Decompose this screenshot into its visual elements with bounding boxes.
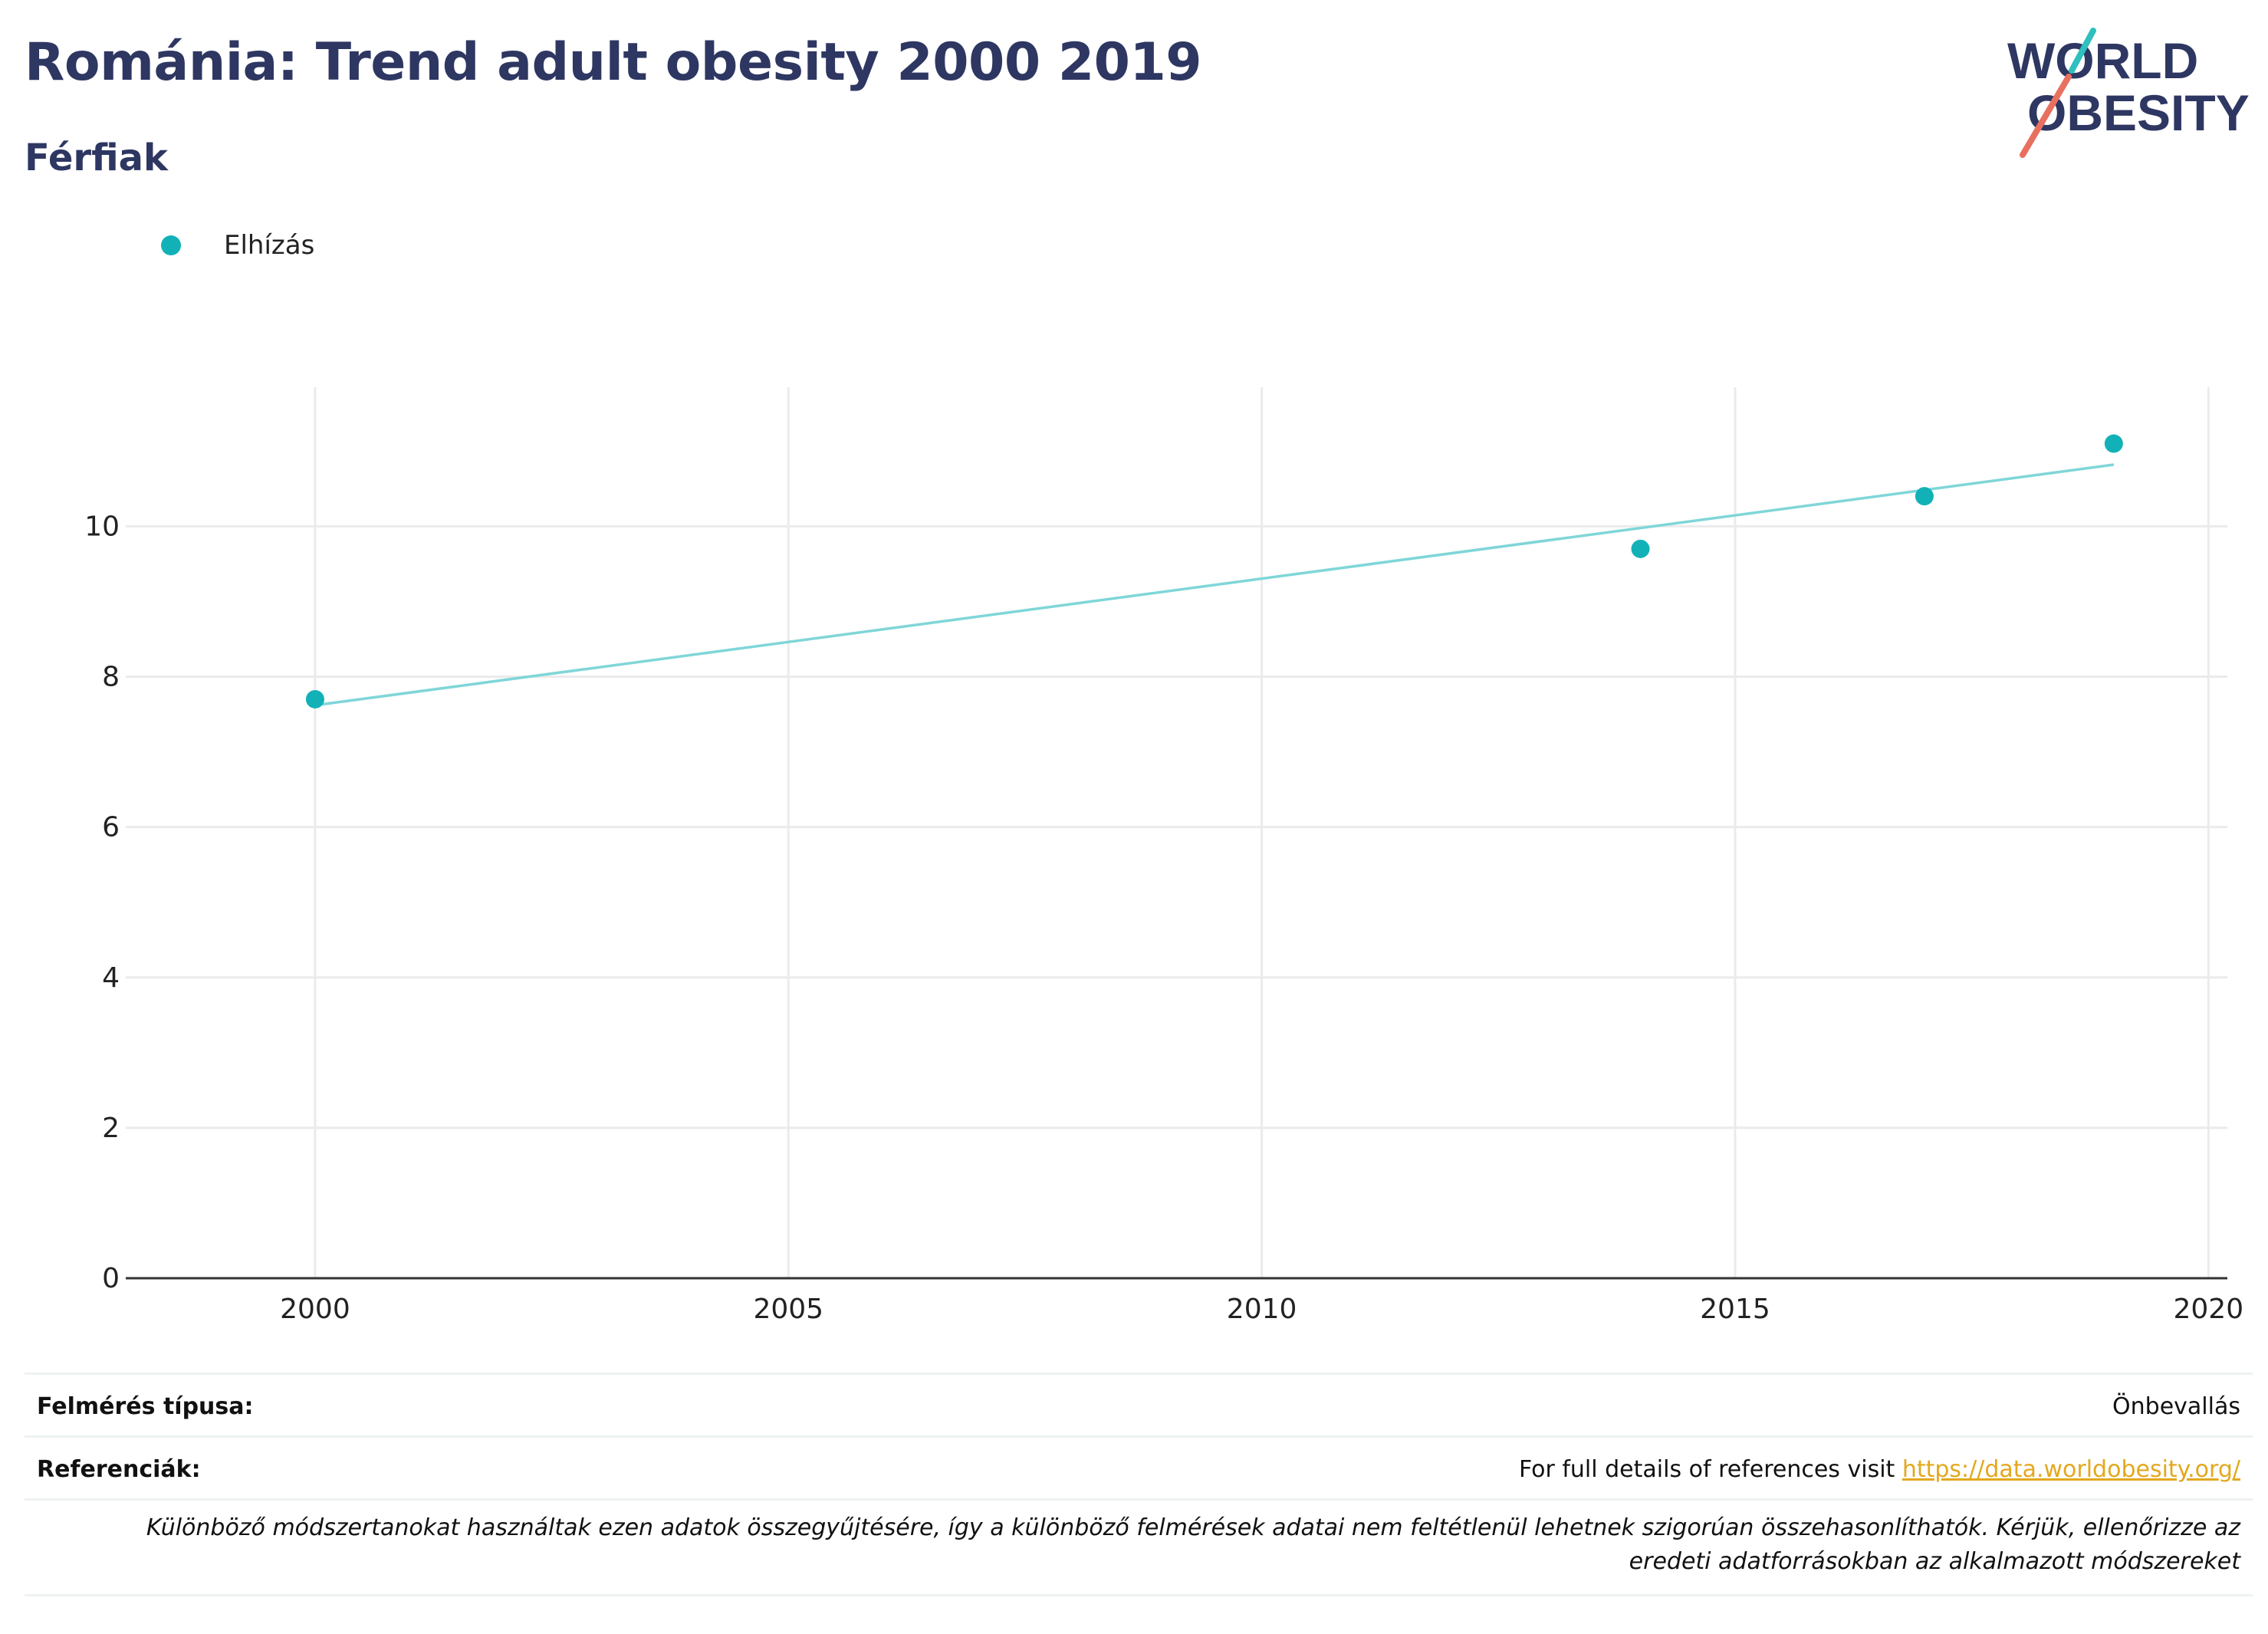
x-tick-label: 2020 — [2173, 1294, 2243, 1325]
methodology-note-row: Különböző módszertanokat használtak ezen… — [25, 1498, 2253, 1596]
page-subtitle: Férfiak — [25, 136, 168, 179]
x-tick-label: 2015 — [1700, 1294, 1770, 1325]
legend-marker — [161, 235, 181, 255]
x-tick-label: 2000 — [280, 1294, 350, 1325]
logo-word-2: OBESITY — [2027, 84, 2250, 141]
survey-type-row: Felmérés típusa: Önbevallás — [25, 1373, 2253, 1438]
logo-slash-teal — [2069, 28, 2096, 74]
y-tick-label: 10 — [84, 511, 120, 542]
y-tick-label: 2 — [102, 1113, 120, 1144]
page-title: Románia: Trend adult obesity 2000 2019 — [25, 32, 1202, 93]
legend-label: Elhízás — [224, 230, 315, 261]
references-text: For full details of references visit — [1518, 1456, 1902, 1483]
y-tick-label: 6 — [102, 812, 120, 843]
y-tick-label: 0 — [102, 1263, 120, 1294]
chart-legend: Elhízás — [161, 230, 314, 261]
methodology-note: Különböző módszertanokat használtak ezen… — [146, 1514, 2240, 1575]
survey-type-value: Önbevallás — [2112, 1393, 2240, 1420]
y-tick-label: 8 — [102, 662, 120, 693]
references-row: Referenciák: For full details of referen… — [25, 1435, 2253, 1501]
x-tick-label: 2010 — [1227, 1294, 1297, 1325]
data-point — [1631, 539, 1650, 558]
references-link[interactable]: https://data.worldobesity.org/ — [1902, 1456, 2240, 1483]
x-tick-label: 2005 — [753, 1294, 823, 1325]
obesity-trend-chart: 2000 2005 2010 2015 2020 0 2 4 6 8 10 — [84, 387, 2243, 1325]
y-tick-label: 4 — [102, 962, 120, 994]
references-label: Referenciák: — [37, 1456, 201, 1483]
references-value: For full details of references visit htt… — [1519, 1456, 2240, 1483]
world-obesity-logo: WORLD OBESITY — [2007, 28, 2250, 158]
logo-word-1: WORLD — [2007, 32, 2198, 89]
trend-line — [314, 463, 2115, 707]
data-point — [1915, 487, 1934, 506]
data-point — [305, 689, 324, 709]
survey-type-label: Felmérés típusa: — [37, 1393, 254, 1420]
logo-slash-red — [2020, 74, 2072, 158]
data-point — [2104, 434, 2123, 453]
